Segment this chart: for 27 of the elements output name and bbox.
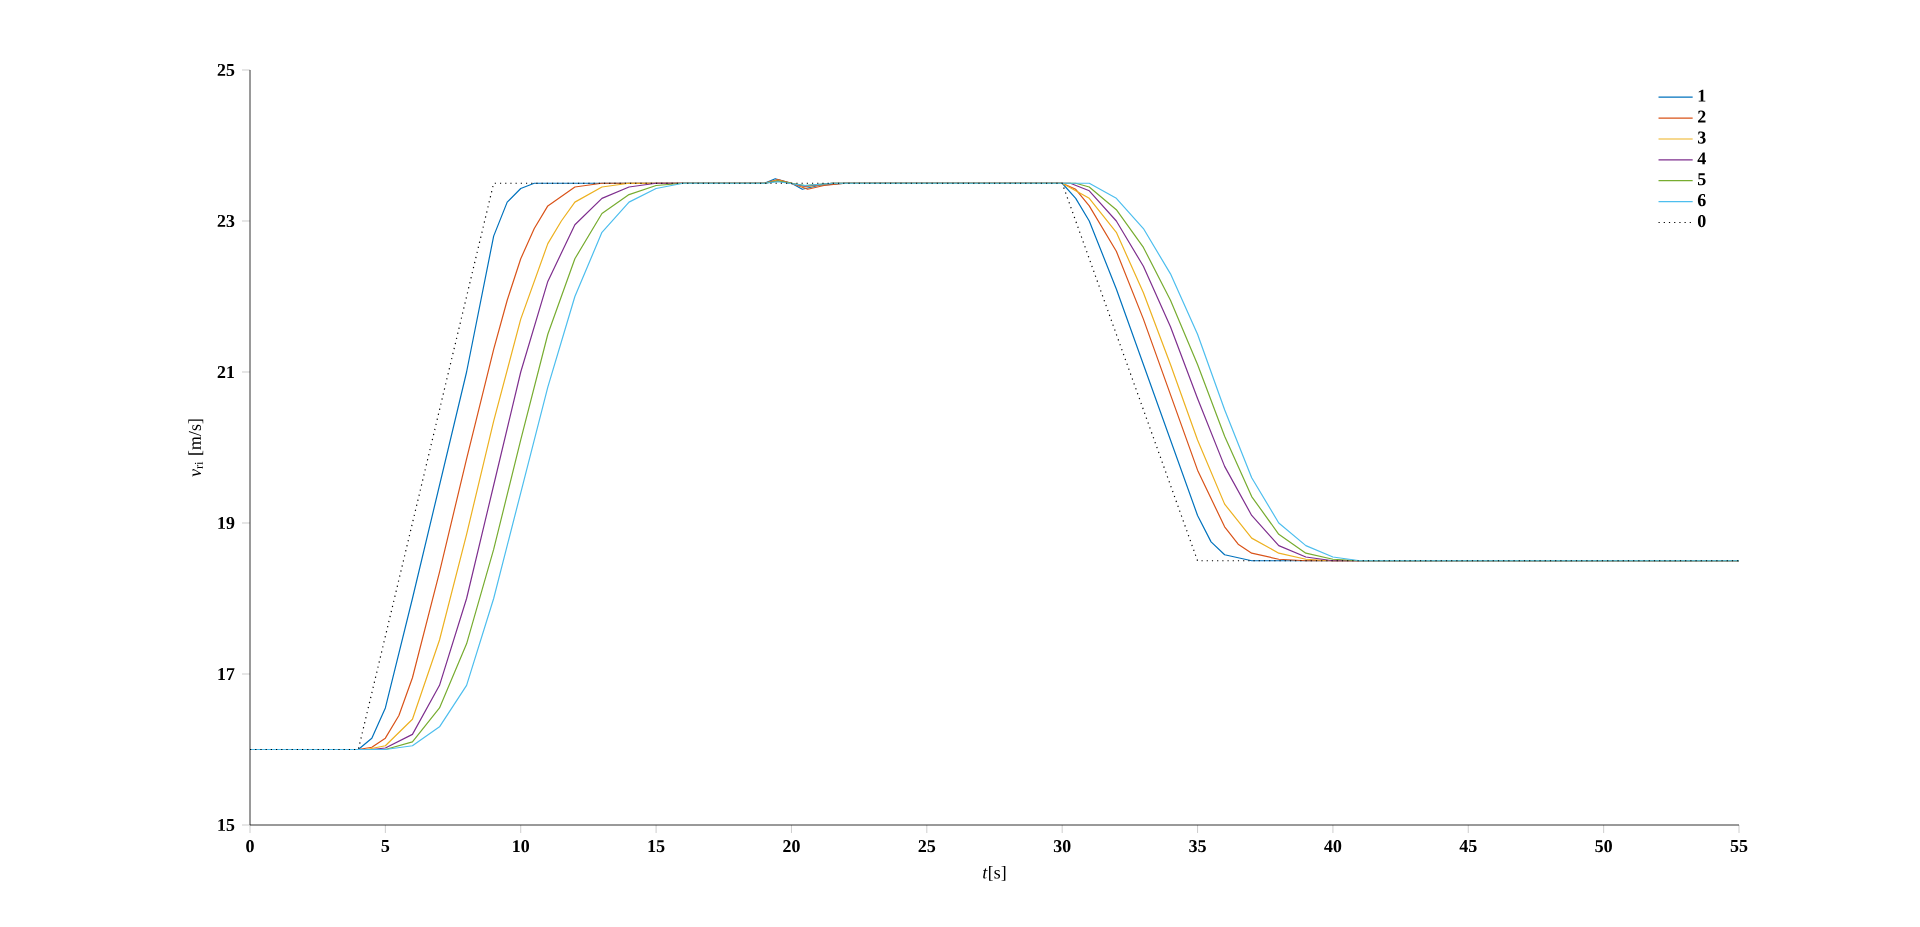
legend-label: 2 [1698, 110, 1706, 123]
y-tick-label: 25 [217, 63, 235, 77]
x-tick-label: 10 [513, 840, 530, 853]
legend-label: 1 [1698, 89, 1706, 102]
x-tick-label: 45 [1459, 840, 1477, 853]
x-tick-label: 35 [1189, 840, 1206, 853]
x-tick-label: 5 [381, 840, 390, 853]
y-tick-label: 19 [218, 516, 235, 530]
x-tick-label: 55 [1730, 840, 1748, 853]
legend-label: 0 [1697, 214, 1706, 228]
legend-label: 6 [1697, 194, 1706, 207]
x-tick-label: 30 [1053, 840, 1071, 853]
x-tick-label: 40 [1324, 840, 1342, 853]
x-axis-title: t[s] [983, 865, 1006, 881]
x-tick-label: 25 [918, 840, 936, 853]
legend-label: 5 [1697, 173, 1706, 186]
x-tick-label: 20 [783, 840, 800, 853]
y-axis-title: v$_{ri}$ [m/s] [188, 419, 204, 477]
x-tick-label: 15 [648, 840, 665, 853]
x-tick-label: 0 [246, 840, 254, 853]
y-tick-label: 21 [217, 366, 234, 378]
x-tick-label: 50 [1595, 840, 1612, 853]
y-tick-label: 17 [218, 668, 235, 680]
y-tick-label: 23 [217, 214, 235, 228]
legend-label: 3 [1697, 131, 1706, 144]
y-tick-label: 15 [218, 818, 235, 832]
legend-label: 4 [1697, 152, 1706, 165]
